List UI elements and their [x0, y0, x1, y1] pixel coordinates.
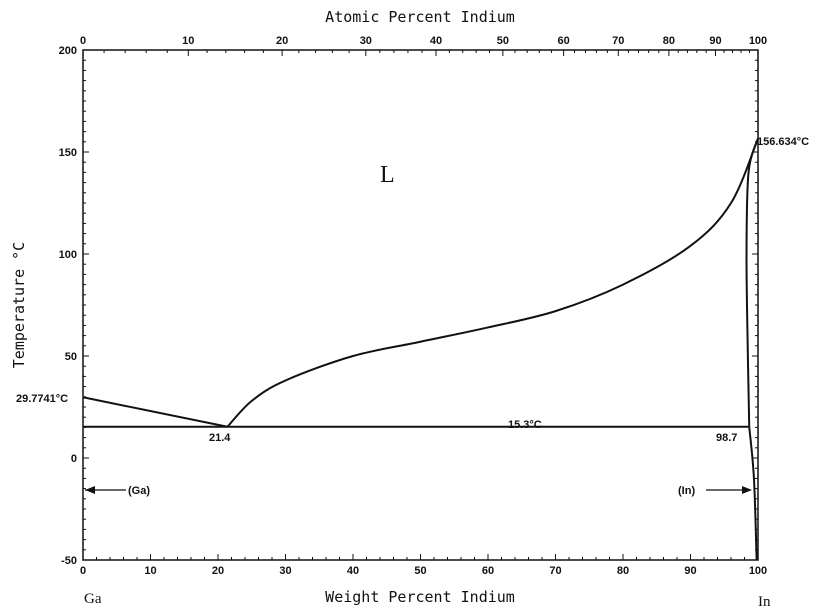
left-element-label: Ga: [84, 591, 102, 607]
in-arrow-head: [742, 486, 752, 494]
phase-boundary-solidus_in: [745, 138, 759, 427]
y-tick-label: -50: [61, 555, 77, 567]
x-tick-label: 20: [212, 565, 224, 577]
in-solubility-label: 98.7: [716, 432, 737, 444]
x-tick-label: 40: [347, 565, 359, 577]
x-tick-label: 30: [279, 565, 291, 577]
top-tick-label: 100: [749, 35, 767, 47]
y-tick-labels: -50 0 50 100 150 200: [59, 45, 77, 567]
top-tick-label: 40: [430, 35, 442, 47]
top-axis-title: Atomic Percent Indium: [325, 8, 515, 26]
phase-boundary-solvus_in: [748, 426, 758, 561]
x-tick-label: 100: [749, 565, 767, 577]
x-axis-title: Weight Percent Indium: [325, 588, 515, 606]
in-melting-point-label: 156.634°C: [757, 136, 809, 148]
eutectic-temperature-label: 15.3°C: [508, 419, 542, 431]
ga-phase-label: (Ga): [128, 485, 150, 497]
ga-melting-point-label: 29.7741°C: [16, 393, 68, 405]
top-x-tick-labels: 0 10 20 30 40 50 60 70 80 90 100: [80, 35, 767, 47]
y-tick-label: 0: [71, 453, 77, 465]
y-tick-label: 200: [59, 45, 77, 57]
top-tick-label: 90: [709, 35, 721, 47]
y-tick-label: 50: [65, 351, 77, 363]
x-tick-labels: 0 10 20 30 40 50 60 70 80 90 100: [80, 565, 767, 577]
top-tick-label: 80: [663, 35, 675, 47]
top-tick-label: 0: [80, 35, 86, 47]
x-tick-label: 80: [617, 565, 629, 577]
top-tick-label: 30: [360, 35, 372, 47]
y-tick-label: 150: [59, 147, 77, 159]
x-tick-label: 10: [144, 565, 156, 577]
x-tick-label: 50: [414, 565, 426, 577]
x-tick-label: 90: [684, 565, 696, 577]
phase-boundaries: [82, 138, 759, 561]
x-tick-label: 0: [80, 565, 86, 577]
x-tick-label: 60: [482, 565, 494, 577]
eutectic-composition-label: 21.4: [209, 432, 231, 444]
top-tick-label: 60: [557, 35, 569, 47]
plot-frame: [82, 49, 759, 561]
top-tick-label: 70: [612, 35, 624, 47]
y-tick-label: 100: [59, 249, 77, 261]
x-tick-label: 70: [549, 565, 561, 577]
phase-boundary-liquidus_ga: [82, 396, 228, 428]
right-element-label: In: [758, 594, 771, 610]
ga-arrow-head: [85, 486, 95, 494]
tick-marks: [82, 49, 759, 561]
liquid-phase-label: L: [380, 162, 395, 188]
top-tick-label: 50: [497, 35, 509, 47]
in-phase-label: (In): [678, 485, 695, 497]
top-tick-label: 20: [276, 35, 288, 47]
y-axis-title: Temperature °C: [10, 242, 28, 368]
top-tick-label: 10: [182, 35, 194, 47]
phase-boundary-liquidus_in: [226, 138, 759, 428]
